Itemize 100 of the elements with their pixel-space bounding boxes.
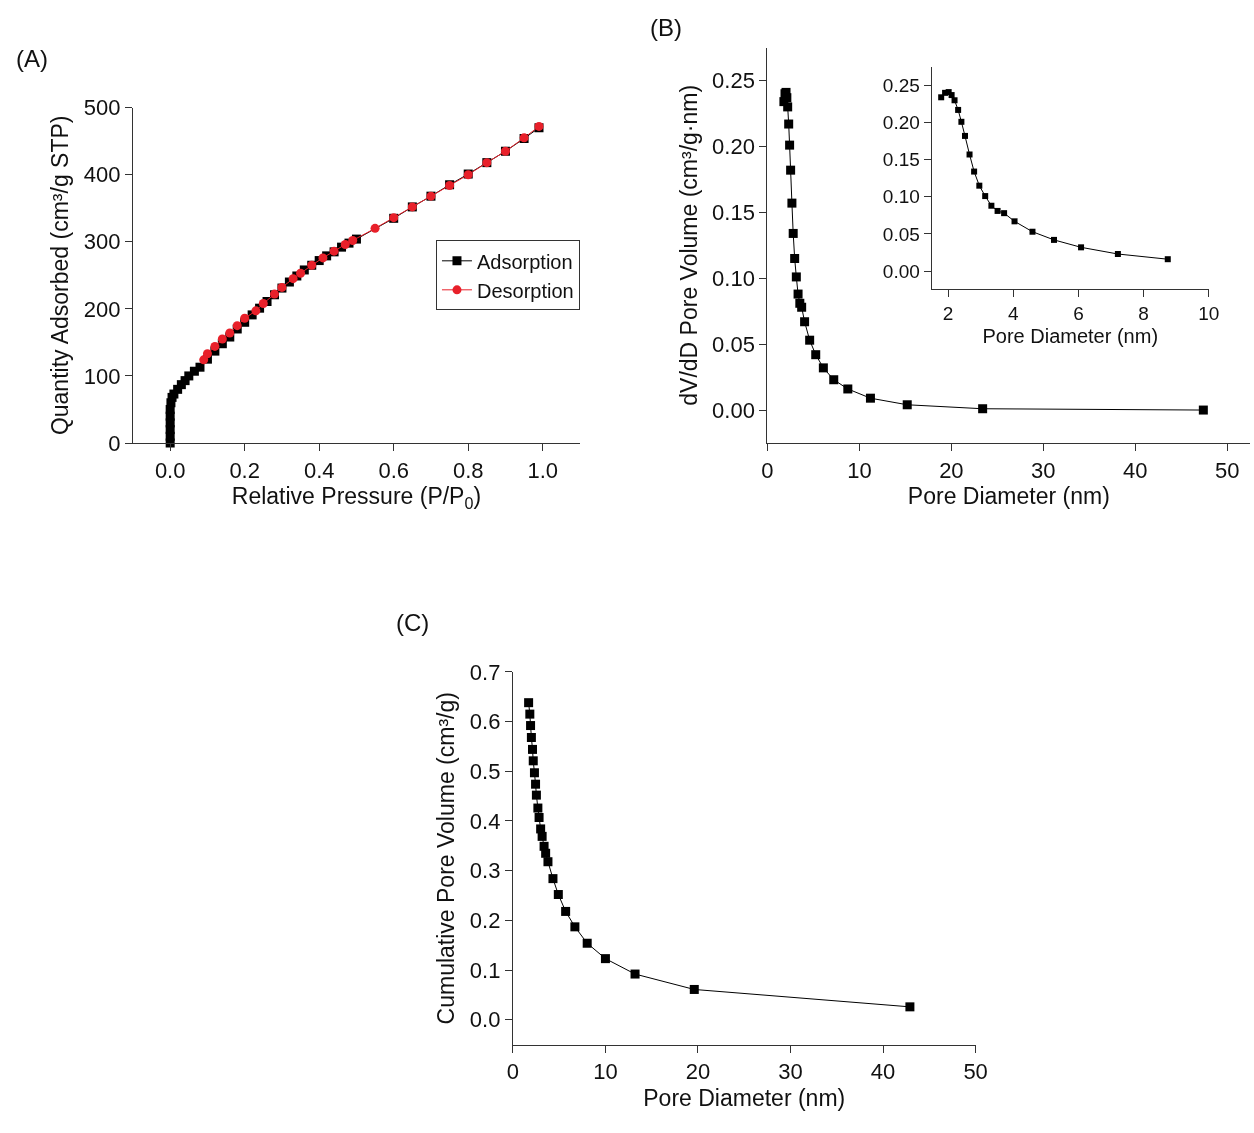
point	[800, 317, 810, 327]
point	[958, 118, 965, 125]
point	[543, 857, 553, 867]
point	[524, 698, 534, 708]
point	[905, 1002, 915, 1012]
x-tick-label: 20	[685, 1059, 711, 1085]
y-tick-label: 0.25	[712, 68, 755, 94]
x-tick-label: 10	[593, 1059, 618, 1085]
y-tick-label: 100	[83, 363, 121, 389]
y-tick-label: 0.20	[712, 134, 755, 160]
point	[1011, 218, 1018, 225]
point	[526, 721, 536, 731]
x-tick-label: 0.8	[452, 457, 484, 483]
point	[1198, 405, 1208, 415]
point	[784, 119, 794, 129]
x-axis-title: Pore Diameter (nm)	[907, 483, 1110, 510]
point	[251, 306, 261, 316]
y-tick-label: 300	[83, 229, 121, 255]
x-tick-label: 0.0	[154, 457, 186, 483]
point	[1029, 228, 1036, 235]
point	[529, 768, 539, 778]
y-tick-label: 0.05	[712, 331, 755, 357]
point	[955, 106, 962, 113]
y-tick-label: 0	[108, 430, 121, 456]
x-axis-title: Relative Pressure (P/P$_{0}$)	[231, 483, 482, 512]
x-tick-label: 10	[1198, 302, 1220, 324]
x-tick-label: 0	[761, 457, 774, 483]
y-tick-label: 0.00	[882, 260, 920, 282]
y-tick-label: 0.15	[882, 149, 920, 171]
y-tick-label: 0.7	[469, 659, 501, 685]
point	[561, 906, 571, 916]
point	[982, 193, 989, 200]
point	[805, 335, 815, 345]
point	[370, 223, 380, 233]
point	[528, 756, 538, 766]
y-tick-label: 0.5	[469, 758, 501, 784]
point	[600, 954, 610, 964]
point	[536, 824, 546, 834]
y-tick-label: 0.2	[469, 908, 501, 934]
point	[961, 132, 968, 139]
x-tick-label: 0.6	[378, 457, 409, 483]
point	[570, 922, 580, 932]
y-axis-title: dV/dD Pore Volume (cm³/g·nm)	[675, 84, 702, 406]
x-tick-label: 4	[1007, 302, 1019, 324]
x-tick-label: 6	[1073, 302, 1084, 324]
point	[225, 328, 235, 338]
y-tick-label: 400	[83, 162, 121, 188]
point	[811, 350, 821, 360]
point	[951, 97, 958, 104]
y-tick-label: 200	[83, 296, 121, 322]
y-axis-title: Quantity Adsorbed (cm³/g STP)	[47, 115, 74, 436]
y-axis-title: Cumulative Pore Volume (cm³/g)	[433, 692, 460, 1025]
x-tick-label: 50	[963, 1059, 988, 1085]
point	[288, 274, 298, 284]
y-tick-label: 0.10	[712, 265, 755, 291]
point	[790, 253, 800, 263]
y-tick-label: 0.6	[469, 709, 501, 735]
point	[525, 709, 535, 719]
point	[797, 302, 807, 312]
x-tick-label: 0.4	[303, 457, 335, 483]
point	[791, 272, 801, 282]
x-tick-label: 0.2	[229, 457, 260, 483]
x-axis-title: Pore Diameter (nm)	[643, 1084, 846, 1111]
point	[902, 400, 912, 410]
point	[630, 969, 640, 979]
point	[1164, 256, 1171, 263]
legend-label: Desorption	[476, 279, 574, 302]
point	[240, 313, 250, 323]
point	[787, 198, 797, 208]
point	[788, 228, 798, 238]
point	[994, 207, 1001, 214]
point	[533, 803, 543, 813]
point	[531, 779, 541, 789]
point	[783, 102, 793, 112]
point	[526, 732, 536, 742]
point	[553, 890, 563, 900]
y-tick-label: 0.25	[882, 75, 920, 97]
point	[976, 182, 983, 189]
point	[988, 202, 995, 209]
point	[528, 744, 538, 754]
y-tick-label: 0.10	[882, 186, 920, 208]
point	[786, 165, 796, 175]
point	[1050, 236, 1057, 243]
point	[582, 938, 592, 948]
y-tick-label: 0.20	[882, 112, 920, 134]
x-tick-label: 40	[1123, 457, 1148, 483]
y-tick-label: 0.4	[469, 808, 501, 834]
x-tick-label: 1.0	[527, 457, 559, 483]
point	[548, 874, 558, 884]
x-tick-label: 2	[942, 302, 954, 324]
x-tick-label: 40	[870, 1059, 896, 1085]
point	[210, 341, 220, 351]
y-tick-label: 0.15	[712, 200, 755, 226]
x-tick-label: 20	[939, 457, 964, 483]
point	[537, 831, 547, 841]
point	[217, 334, 227, 344]
x-tick-label: 10	[847, 457, 872, 483]
chart-title: (B)	[650, 14, 682, 41]
y-tick-label: 0.1	[469, 957, 501, 983]
point	[202, 349, 212, 359]
